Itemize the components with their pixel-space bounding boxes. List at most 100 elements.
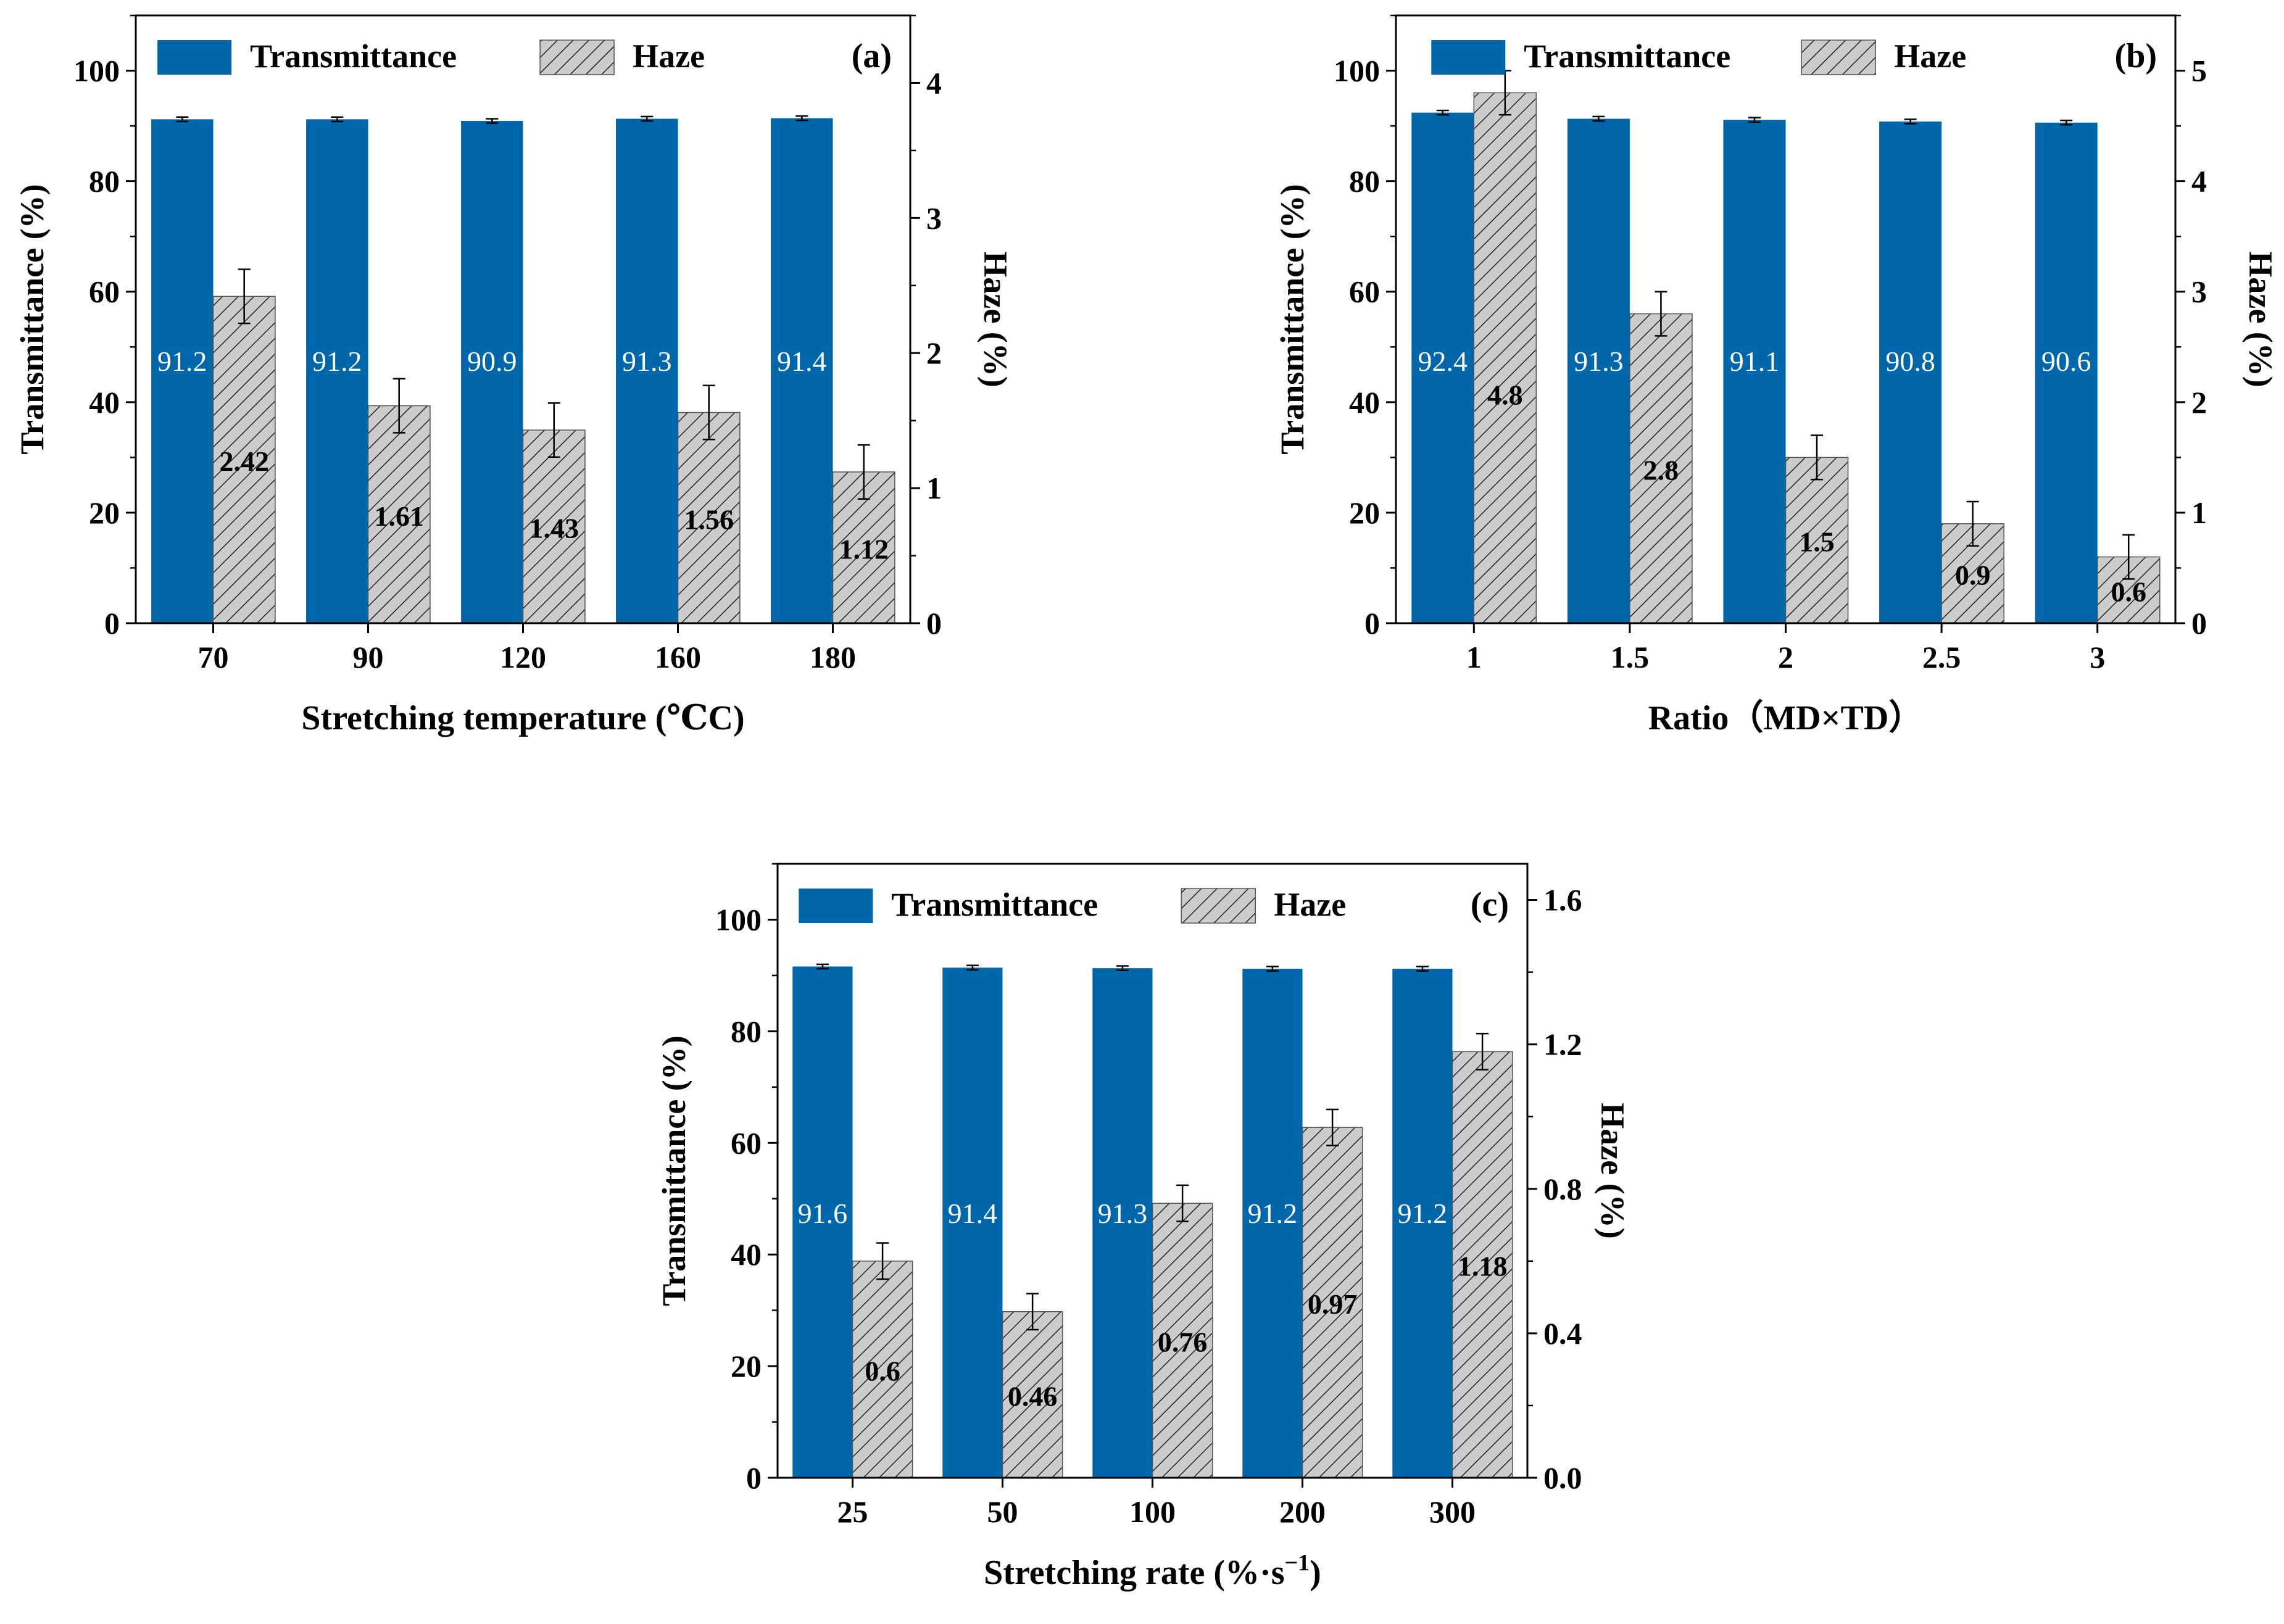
bar-transmittance-70 xyxy=(151,119,214,623)
errorbar-transmittance-70 xyxy=(176,116,189,123)
y2-tick-label: 5 xyxy=(2191,54,2207,88)
data-label-haze-2: 1.5 xyxy=(1799,526,1835,558)
data-label-transmittance-120: 90.9 xyxy=(467,346,517,377)
y-tick-label: 100 xyxy=(715,902,762,937)
y-tick-label: 80 xyxy=(1349,164,1380,199)
chart-panel-b: 92.4 4.8 1 91.3 2.8 1.5 91.1 1.5 2 90.8 0.9 2.5 90.6… xyxy=(1274,14,2279,737)
errorbar-haze-3 xyxy=(2122,534,2135,580)
y2-tick-label: 1.2 xyxy=(1543,1027,1582,1062)
x-tick-label-25: 25 xyxy=(837,1494,868,1529)
data-label-haze-25: 0.6 xyxy=(865,1355,900,1386)
legend-label-haze: Haze xyxy=(633,38,705,75)
errorbar-transmittance-1 xyxy=(1436,109,1449,116)
y-tick-label: 60 xyxy=(89,275,120,309)
errorbar-transmittance-120 xyxy=(486,118,499,124)
bar-transmittance-1 xyxy=(1411,112,1474,624)
y2-tick-label: 4 xyxy=(2191,164,2207,199)
data-label-haze-2.5: 0.9 xyxy=(1955,559,1991,590)
x-tick-label-1: 1 xyxy=(1466,640,1482,674)
bar-haze-1.5 xyxy=(1629,313,1693,624)
data-label-transmittance-160: 91.3 xyxy=(622,346,672,377)
x-tick-label-70: 70 xyxy=(198,640,229,674)
y-tick-label: 60 xyxy=(731,1125,762,1160)
errorbar-haze-300 xyxy=(1476,1032,1489,1071)
errorbar-transmittance-25 xyxy=(816,963,829,970)
data-label-haze-1: 4.8 xyxy=(1487,379,1523,410)
y-tick-label: 0 xyxy=(104,606,120,640)
data-label-transmittance-90: 91.2 xyxy=(312,346,362,377)
bar-haze-200 xyxy=(1302,1127,1363,1478)
errorbar-transmittance-2 xyxy=(1748,117,1761,123)
bar-transmittance-50 xyxy=(942,967,1003,1478)
panel-label: (c) xyxy=(1471,885,1509,924)
x-tick-label-200: 200 xyxy=(1279,1494,1326,1529)
data-label-transmittance-180: 91.4 xyxy=(777,346,827,377)
y-tick-label: 60 xyxy=(1349,275,1380,309)
y2-tick-label: 1 xyxy=(926,471,942,505)
data-label-transmittance-50: 91.4 xyxy=(948,1198,998,1229)
data-label-haze-90: 1.61 xyxy=(374,500,424,532)
legend-label-transmittance: Transmittance xyxy=(250,38,457,75)
x-axis-title-text: Ratio（MD×TD） xyxy=(1648,698,1924,737)
x-axis-title-sup: −1 xyxy=(1285,1550,1310,1576)
y-tick-label: 80 xyxy=(89,164,120,199)
x-tick-label-50: 50 xyxy=(987,1494,1018,1529)
bar-transmittance-2 xyxy=(1723,120,1786,623)
bar-transmittance-120 xyxy=(461,121,523,624)
bar-transmittance-90 xyxy=(306,119,368,623)
bar-haze-100 xyxy=(1152,1203,1213,1478)
y2-axis-title: Haze (%) xyxy=(977,251,1014,387)
errorbar-transmittance-200 xyxy=(1266,966,1279,972)
data-label-haze-180: 1.12 xyxy=(839,533,889,565)
chart-panel-a: 91.22.427091.21.619090.91.4312091.31.561… xyxy=(14,14,1014,737)
bar-haze-160 xyxy=(677,412,741,624)
x-tick-label-180: 180 xyxy=(810,640,856,674)
errorbar-transmittance-50 xyxy=(966,964,979,971)
errorbar-transmittance-3 xyxy=(2060,119,2073,126)
errorbar-transmittance-100 xyxy=(1116,965,1129,972)
errorbar-haze-70 xyxy=(238,268,251,325)
legend-swatch-haze xyxy=(1181,888,1256,924)
data-label-transmittance-200: 91.2 xyxy=(1248,1198,1298,1229)
data-label-haze-300: 1.18 xyxy=(1458,1251,1508,1282)
legend-label-transmittance: Transmittance xyxy=(1524,38,1730,75)
x-tick-label-3: 3 xyxy=(2090,640,2105,674)
errorbar-transmittance-2.5 xyxy=(1904,118,1917,125)
data-label-transmittance-70: 91.2 xyxy=(157,346,207,377)
errorbar-transmittance-300 xyxy=(1416,966,1429,972)
errorbar-haze-1.5 xyxy=(1655,291,1667,337)
x-tick-label-2: 2 xyxy=(1778,640,1793,674)
x-axis-title-text: Stretching rate (%·s xyxy=(984,1554,1284,1592)
y-axis-title: Transmittance (%) xyxy=(1274,184,1311,454)
y-tick-label: 100 xyxy=(73,54,120,88)
y2-tick-label: 3 xyxy=(2191,275,2207,309)
errorbar-transmittance-1.5 xyxy=(1592,115,1605,122)
data-label-transmittance-300: 91.2 xyxy=(1398,1198,1448,1229)
data-label-transmittance-2: 91.1 xyxy=(1730,346,1780,377)
y-tick-label: 0 xyxy=(746,1460,762,1495)
bar-transmittance-200 xyxy=(1242,969,1303,1478)
y2-tick-label: 2 xyxy=(926,336,942,370)
bar-transmittance-300 xyxy=(1392,969,1453,1478)
y2-tick-label: 0 xyxy=(2191,606,2207,640)
legend-label-haze: Haze xyxy=(1894,38,1966,75)
bar-haze-50 xyxy=(1002,1311,1063,1478)
legend-swatch-haze xyxy=(1801,39,1877,75)
x-axis-title: Stretching temperature (℃C) xyxy=(301,699,744,737)
y-axis-title: Transmittance (%) xyxy=(655,1035,692,1306)
x-tick-label-2.5: 2.5 xyxy=(1922,640,1961,674)
errorbar-haze-200 xyxy=(1326,1108,1339,1146)
bar-transmittance-160 xyxy=(616,118,678,623)
y-tick-label: 20 xyxy=(731,1349,762,1383)
data-label-haze-100: 0.76 xyxy=(1158,1327,1208,1358)
data-label-haze-70: 2.42 xyxy=(219,445,269,477)
data-label-haze-50: 0.46 xyxy=(1008,1380,1058,1412)
bar-transmittance-100 xyxy=(1092,968,1153,1478)
y-tick-label: 40 xyxy=(1349,385,1380,420)
y-tick-label: 40 xyxy=(89,385,120,420)
errorbar-haze-180 xyxy=(857,444,870,500)
chart-panel-c: 91.6 0.6 25 91.4 0.46 50 91.3 0.76 100 91.2 0.97 20… xyxy=(655,863,1631,1592)
x-axis-title: Stretching rate (%·s−1) xyxy=(984,1550,1321,1592)
errorbar-haze-120 xyxy=(547,402,560,458)
